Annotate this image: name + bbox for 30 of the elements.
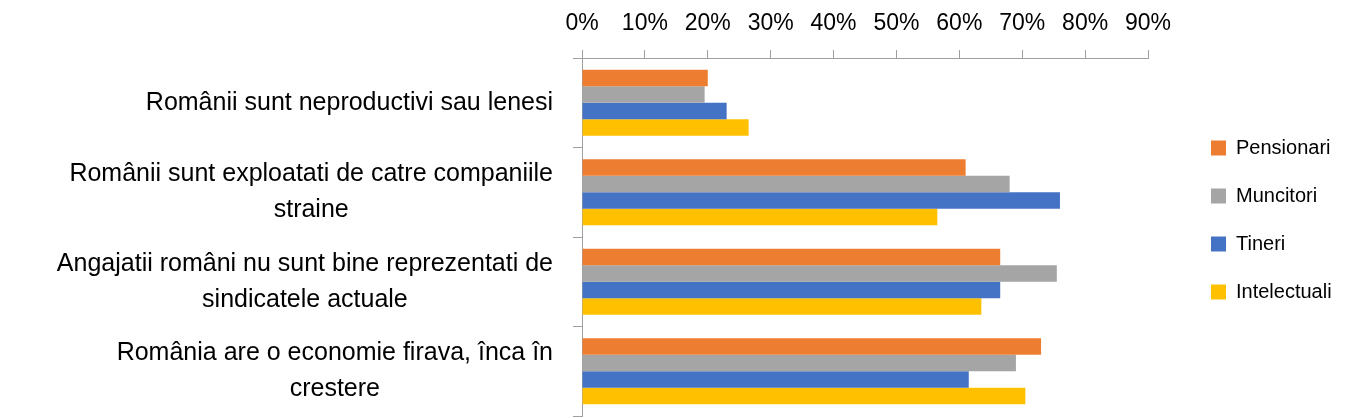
x-tick-label: 70% bbox=[999, 8, 1046, 35]
bar bbox=[582, 192, 1060, 209]
bar bbox=[582, 371, 969, 388]
x-tick-label: 10% bbox=[621, 8, 668, 35]
x-tick-label: 90% bbox=[1124, 8, 1172, 35]
bar bbox=[582, 338, 1042, 355]
legend-label: Pensionari bbox=[1236, 135, 1331, 158]
bar bbox=[582, 119, 749, 136]
y-tick-label: Românii sunt neproductivi sau lenesi bbox=[145, 86, 553, 115]
legend-label: Muncitori bbox=[1236, 183, 1318, 206]
x-tick-label: 80% bbox=[1062, 8, 1109, 35]
y-tick-label: România are o economie firava, înca în crestere bbox=[116, 337, 553, 402]
bar bbox=[582, 281, 1001, 299]
x-tick-label: 40% bbox=[810, 8, 857, 35]
x-tick-label: 30% bbox=[747, 8, 794, 35]
bar bbox=[582, 102, 727, 120]
y-tick-label: Angajatii români nu sunt bine reprezentati de sindicatele actuale bbox=[56, 247, 554, 312]
legend-label: Tineri bbox=[1236, 231, 1286, 254]
bar bbox=[582, 387, 1026, 405]
x-tick-label: 0% bbox=[565, 8, 599, 35]
bar bbox=[582, 208, 938, 226]
y-tick-label: Românii sunt exploatati de catre companiile straine bbox=[69, 158, 553, 223]
bar bbox=[582, 298, 982, 315]
bar bbox=[582, 159, 966, 176]
x-tick-label: 20% bbox=[684, 8, 731, 35]
bar bbox=[582, 248, 1001, 266]
x-tick-label: 60% bbox=[936, 8, 983, 35]
x-tick-label: 50% bbox=[873, 8, 920, 35]
bar bbox=[582, 69, 708, 87]
legend-label: Intelectuali bbox=[1236, 279, 1332, 302]
